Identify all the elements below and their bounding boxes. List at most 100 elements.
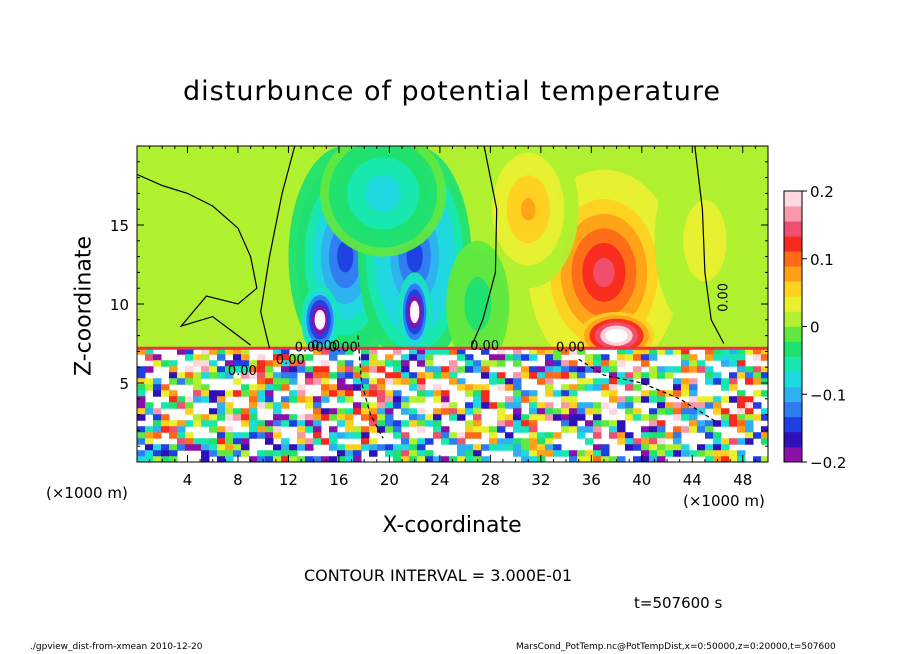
turbulent-cell — [209, 360, 218, 367]
turbulent-cell — [401, 396, 410, 403]
heatmap-blob — [446, 240, 510, 368]
turbulent-cell — [305, 438, 314, 445]
turbulent-cell — [569, 372, 578, 379]
turbulent-cell — [457, 408, 466, 415]
turbulent-cell — [297, 438, 306, 445]
x-tick-label: 8 — [233, 471, 243, 489]
turbulent-cell — [745, 366, 754, 373]
turbulent-cell — [633, 354, 642, 361]
turbulent-cell — [257, 366, 266, 373]
turbulent-cell — [441, 456, 450, 462]
turbulent-cell — [617, 426, 626, 433]
turbulent-cell — [369, 366, 378, 373]
turbulent-cell — [169, 432, 178, 439]
turbulent-cell — [673, 444, 682, 451]
turbulent-cell — [617, 372, 626, 379]
turbulent-cell — [337, 396, 346, 403]
turbulent-cell — [593, 384, 602, 391]
turbulent-cell — [649, 366, 658, 373]
turbulent-cell — [625, 444, 634, 451]
turbulent-cell — [761, 426, 768, 433]
turbulent-cell — [217, 432, 226, 439]
turbulent-cell — [753, 372, 762, 379]
colorbar-tick-label: −0.2 — [810, 454, 846, 472]
turbulent-cell — [681, 402, 690, 409]
turbulent-cell — [753, 378, 762, 385]
turbulent-cell — [537, 450, 546, 457]
turbulent-cell — [577, 378, 586, 385]
turbulent-cell — [281, 456, 290, 462]
turbulent-cell — [633, 456, 642, 462]
turbulent-cell — [345, 396, 354, 403]
turbulent-cell — [465, 456, 474, 462]
turbulent-cell — [593, 414, 602, 421]
turbulent-cell — [329, 390, 338, 397]
turbulent-cell — [273, 348, 282, 355]
contour-label: 0.00 — [556, 340, 585, 355]
turbulent-cell — [553, 414, 562, 421]
turbulent-cell — [305, 456, 314, 462]
turbulent-cell — [521, 450, 530, 457]
turbulent-cell — [617, 456, 626, 462]
x-tick-label: 32 — [531, 471, 550, 489]
turbulent-cell — [137, 378, 146, 385]
turbulent-cell — [641, 354, 650, 361]
turbulent-cell — [145, 438, 154, 445]
footer-data-source: MarsCond_PotTemp.nc@PotTempDist,x=0:5000… — [516, 642, 836, 652]
turbulent-cell — [681, 366, 690, 373]
turbulent-cell — [281, 402, 290, 409]
turbulent-cell — [425, 438, 434, 445]
turbulent-cell — [353, 408, 362, 415]
turbulent-cell — [553, 348, 562, 355]
turbulent-cell — [337, 456, 346, 462]
turbulent-cell — [353, 444, 362, 451]
turbulent-cell — [649, 450, 658, 457]
turbulent-cell — [713, 420, 722, 427]
turbulent-cell — [465, 444, 474, 451]
turbulent-cell — [305, 354, 314, 361]
turbulent-cell — [345, 372, 354, 379]
turbulent-cell — [753, 348, 762, 355]
turbulent-cell — [657, 444, 666, 451]
turbulent-cell — [345, 426, 354, 433]
turbulent-cell — [369, 348, 378, 355]
turbulent-cell — [729, 360, 738, 367]
turbulent-cell — [201, 414, 210, 421]
turbulent-cell — [585, 360, 594, 367]
turbulent-cell — [505, 420, 514, 427]
turbulent-cell — [361, 438, 370, 445]
turbulent-cell — [705, 426, 714, 433]
turbulent-cell — [145, 354, 154, 361]
turbulent-cell — [313, 372, 322, 379]
turbulent-cell — [729, 414, 738, 421]
turbulent-cell — [257, 402, 266, 409]
turbulent-cell — [481, 444, 490, 451]
turbulent-cell — [297, 384, 306, 391]
turbulent-cell — [465, 354, 474, 361]
turbulent-cell — [689, 390, 698, 397]
turbulent-cell — [161, 402, 170, 409]
turbulent-cell — [225, 372, 234, 379]
turbulent-cell — [657, 408, 666, 415]
turbulent-cell — [313, 438, 322, 445]
turbulent-cell — [169, 372, 178, 379]
turbulent-cell — [385, 354, 394, 361]
turbulent-cell — [513, 414, 522, 421]
colorbar-segment — [784, 191, 802, 207]
turbulent-cell — [729, 456, 738, 462]
turbulent-cell — [433, 408, 442, 415]
turbulent-cell — [217, 390, 226, 397]
turbulent-cell — [585, 402, 594, 409]
turbulent-cell — [393, 426, 402, 433]
turbulent-cell — [689, 360, 698, 367]
turbulent-cell — [705, 378, 714, 385]
x-axis-label: X-coordinate — [382, 513, 522, 538]
turbulent-cell — [201, 354, 210, 361]
turbulent-cell — [265, 366, 274, 373]
turbulent-cell — [577, 402, 586, 409]
turbulent-cell — [577, 348, 586, 355]
turbulent-cell — [225, 456, 234, 462]
turbulent-cell — [233, 354, 242, 361]
turbulent-cell — [153, 360, 162, 367]
turbulent-cell — [497, 438, 506, 445]
